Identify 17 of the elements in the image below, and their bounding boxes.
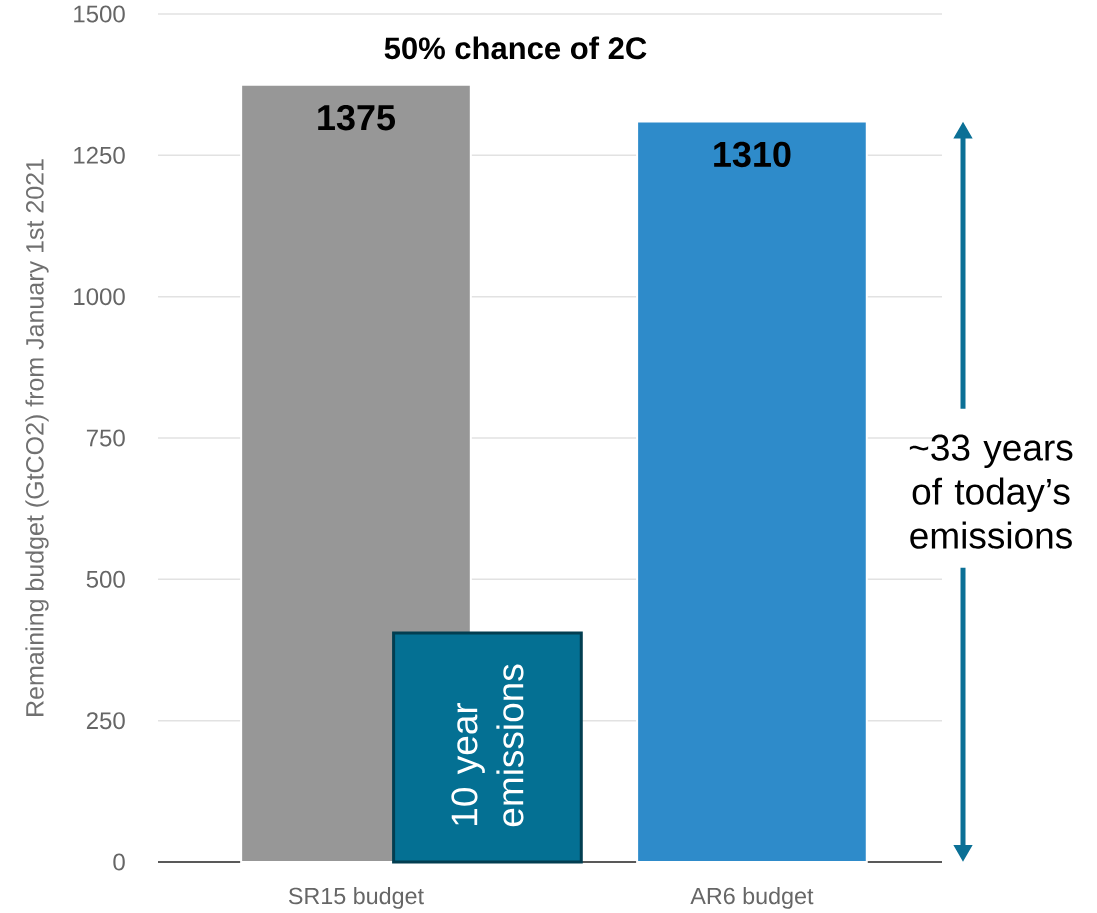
y-tick-label: 1500 [74, 5, 125, 23]
x-tick-label: SR15 budget [288, 887, 424, 909]
y-tick-label: 1000 [74, 288, 125, 306]
y-axis-title: Remaining budget (GtCO2) from January 1st 2021 [25, 159, 49, 716]
x-tick-label: AR6 budget [690, 887, 814, 909]
data-label: 1310 [714, 141, 791, 168]
y-tick-label: 250 [86, 712, 125, 730]
y-tick-label: 0 [113, 853, 125, 871]
series-label: 10 year emissions [451, 664, 524, 827]
text: 50% chance of 2C [384, 36, 647, 60]
y-tick-label: 1250 [74, 146, 125, 164]
bar [636, 120, 868, 863]
annotation: ~33 years of today’s emissions [909, 434, 1073, 549]
bar [392, 631, 583, 864]
y-tick-label: 750 [86, 429, 125, 447]
y-tick-label: 500 [86, 570, 125, 588]
data-label: 1375 [318, 104, 396, 131]
